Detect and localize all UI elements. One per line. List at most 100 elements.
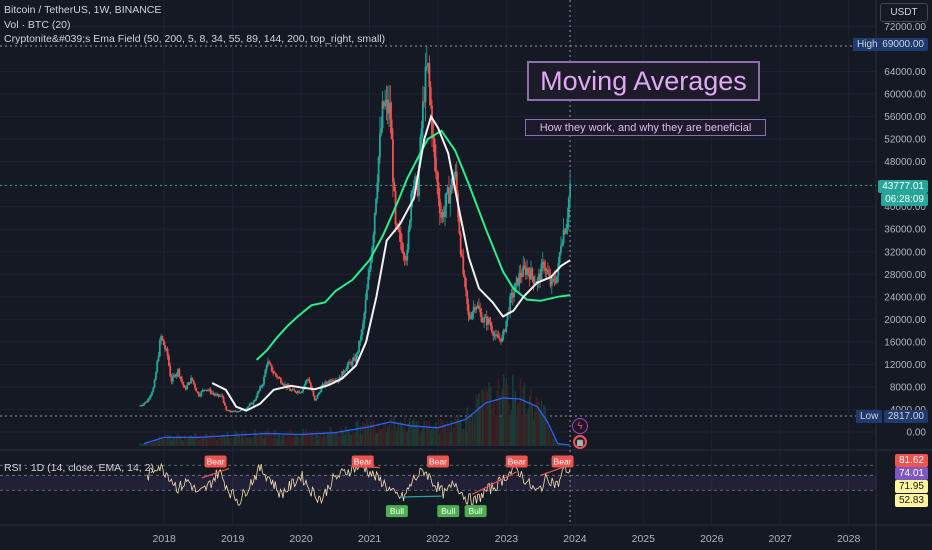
candle-body [160,336,163,341]
volume-bar [282,433,285,446]
volume-bar [538,402,540,446]
volume-bar [366,419,368,446]
volume-bar [328,434,330,446]
candle-body [543,261,545,269]
calendar-icon[interactable]: ▦ [573,435,587,449]
candle-body [470,317,472,319]
rsi-value-1: 81.62 [894,454,928,467]
candle-body [161,336,164,340]
volume-bar [549,434,552,446]
candle-body [253,399,256,402]
candle-body [488,318,491,323]
volume-bar [474,411,476,446]
volume-bar [139,442,142,446]
lightning-icon[interactable]: ϟ [572,418,588,434]
candle-body [280,378,282,384]
volume-bar [229,438,231,446]
candle-body [395,223,398,225]
volume-bar [472,425,475,446]
currency-selector[interactable]: USDT [880,3,928,22]
candle-body [474,307,476,310]
volume-bar [261,433,264,446]
volume-bar [152,442,155,446]
candle-body [196,391,199,393]
volume-bar [419,434,422,446]
candle-body [518,272,521,286]
volume-bar [278,434,281,446]
volume-bar [307,432,310,446]
rsi-line [146,461,571,508]
volume-bar [518,401,521,446]
candle-body [225,405,228,411]
candle-body [306,379,308,382]
candle-body [181,378,183,382]
candle-body [519,272,522,277]
volume-bar [165,440,168,446]
volume-bar [426,421,428,446]
candle-body [446,187,449,193]
price-tick-5: 48000.00 [884,157,926,168]
volume-bar [276,438,278,446]
volume-bar [448,424,450,446]
volume-bar [390,416,393,446]
candle-body [312,391,315,396]
price-tick-12: 16000.00 [884,337,926,348]
volume-bar [449,431,452,446]
volume-bar [506,384,509,446]
volume-bar [319,431,321,446]
volume-bar [247,438,250,446]
candle-body [302,387,304,392]
volume-bar [241,431,243,446]
rsi-legend[interactable]: RSI · 1D (14, close, EMA, 14, 2) [4,462,154,474]
volume-bar [350,435,353,446]
candle-body [514,282,517,292]
rsi-value-4: 52.83 [894,494,928,507]
candle-body [222,396,225,403]
divergence-line-5 [540,466,565,476]
volume-bar [338,433,341,446]
volume-bar [248,436,251,446]
volume-bar [252,436,255,446]
volume-bar [264,430,267,446]
signal-box-4 [551,455,574,468]
signal-box-0 [204,455,227,468]
volume-bar [386,427,389,446]
rsi-value-2: 74.01 [894,467,928,480]
volume-bar [194,433,196,446]
volume-bar [317,436,320,446]
symbol-legend[interactable]: Bitcoin / TetherUS, 1W, BINANCE [4,4,162,16]
candle-body [491,326,493,332]
volume-bar [182,440,185,446]
volume-bar [442,423,445,446]
candle-body [513,291,515,298]
volume-bar [409,417,411,446]
volume-bar [285,438,287,446]
candle-body [355,353,358,362]
candle-body [432,135,435,139]
candle-body [412,185,415,191]
candle-body [238,410,241,412]
candle-body [333,380,336,382]
candle-body [359,339,362,341]
volume-bar [269,434,272,446]
volume-bar [528,396,531,446]
volume-bar [323,432,325,446]
ema-legend[interactable]: Cryptonite&#039;s Ema Field (50, 200, 5,… [4,33,386,45]
volume-bar [483,410,485,446]
volume-bar [290,431,293,446]
volume-bar [455,418,458,446]
volume-bar [437,418,440,446]
candle-body [264,370,267,378]
candle-body [515,277,518,283]
volume-bar [544,407,547,446]
overlay-title: Moving Averages [527,61,760,101]
volume-bar [505,377,508,446]
volume-bar [532,419,535,446]
volume-bar [342,431,345,446]
candle-body [197,392,200,397]
candle-body [175,373,178,377]
time-tick-4: 2022 [426,533,450,545]
volume-legend[interactable]: Vol · BTC (20) [4,19,71,31]
